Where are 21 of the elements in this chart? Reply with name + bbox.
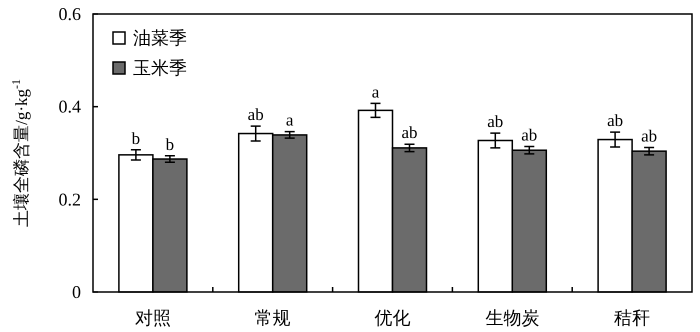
x-tick-label: 生物炭 [485,308,540,328]
data-label: a [372,82,380,102]
data-label: ab [401,123,418,142]
data-label: ab [607,111,624,130]
x-tick-label: 对照 [134,308,171,328]
data-label: b [132,128,140,148]
y-tick-label: 0.2 [58,189,81,210]
y-tick-label: 0 [72,282,81,302]
legend-label: 玉米季 [133,58,187,78]
y-tick-label: 0.4 [58,96,81,117]
data-label: ab [521,126,538,145]
y-tick-label: 0.6 [58,4,81,24]
data-label: ab [487,112,504,132]
data-label: ab [248,105,264,124]
x-tick-label: 常规 [254,308,291,328]
x-tick-label: 秸秆 [614,308,650,328]
x-tick-label: 优化 [374,308,410,328]
data-label: a [286,110,294,130]
data-label: b [166,134,174,154]
legend-label: 油菜季 [133,28,187,48]
data-label: ab [641,126,658,146]
